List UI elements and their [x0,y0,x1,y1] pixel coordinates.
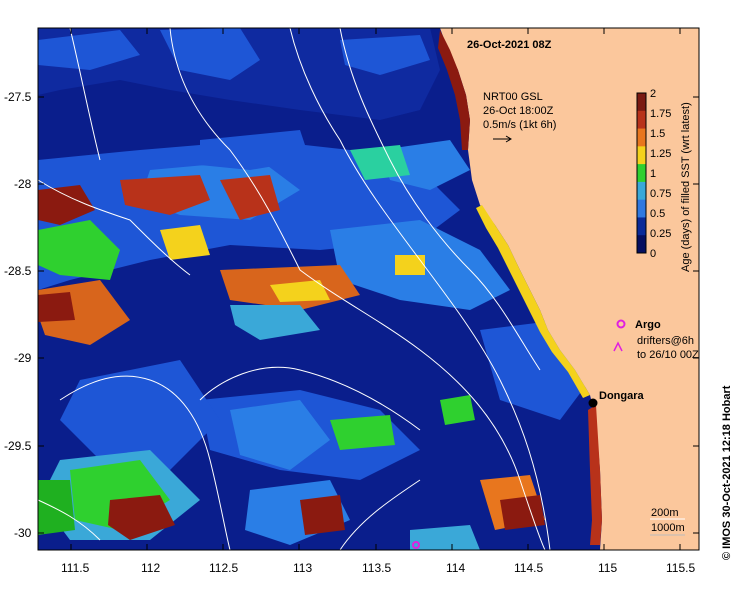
contours-legend: 200m 1000m [650,507,685,536]
colorbar-tick: 0.25 [650,228,671,240]
drifters-line2: to 26/10 00Z [637,349,699,361]
lon-tick-label: 115 [598,561,617,575]
colorbar-tick: 0 [650,248,656,260]
town-dot-icon [588,398,598,408]
town-label: Dongara [599,390,645,402]
colorbar-band [637,110,646,130]
colorbar-band [637,93,646,112]
lat-tick-label: -27.5 [4,90,32,104]
lat-tick-label: -29 [14,351,32,365]
current-legend-line1: NRT00 GSL [483,91,543,103]
colorbar-tick: 2 [650,88,656,100]
colorbar-tick: 1.25 [650,148,671,160]
bathymetry-contours [37,27,551,551]
argo-legend: Argo drifters@6h to 26/10 00Z [613,319,699,361]
contour-1000m-label: 1000m [651,522,685,534]
colorbar-frame [636,92,647,254]
land-area [440,28,699,550]
current-legend-line3: 0.5m/s (1kt 6h) [483,119,556,131]
map-frame [37,27,700,551]
lat-tick-label: -28.5 [4,264,32,278]
argo-float-icon [412,541,420,549]
colorbar-tick: 1.75 [650,108,671,120]
colorbar: 2 1.75 1.5 1.25 1 0.75 0.5 0.25 0 Age (d… [636,88,692,272]
lon-tick-label: 112 [141,561,160,575]
lon-tick-label: 111.5 [61,561,90,575]
lat-tick-label: -29.5 [4,439,32,453]
argo-float-icon [616,319,626,329]
sst-age-patches [38,28,590,550]
colorbar-band [637,217,646,236]
colorbar-band [637,235,646,254]
lon-tick-label: 114 [446,561,465,575]
credit-text: © IMOS 30-Oct-2021 12:18 Hobart [721,385,733,560]
drifters-line1: drifters@6h [637,335,694,347]
colorbar-band [637,164,646,183]
longitude-axis: 111.5 112 112.5 113 113.5 114 114.5 115 … [61,28,695,575]
lon-tick-label: 113.5 [362,561,391,575]
lat-tick-label: -28 [14,177,32,191]
colorbar-tick: 1.5 [650,128,665,140]
drifter-icon [613,341,623,352]
colorbar-band [637,146,646,165]
current-legend: NRT00 GSL 26-Oct 18:00Z 0.5m/s (1kt 6h) [483,91,556,143]
coastal-strip [438,30,602,545]
lon-tick-label: 114.5 [514,561,543,575]
colorbar-band [637,181,646,201]
lon-tick-label: 115.5 [666,561,695,575]
map-title: 26-Oct-2021 08Z [467,39,552,51]
colorbar-tick: 1 [650,168,656,180]
lon-tick-label: 112.5 [209,561,238,575]
lat-tick-label: -30 [14,526,32,540]
latitude-axis: -27.5 -28 -28.5 -29 -29.5 -30 [4,90,699,540]
lon-tick-label: 113 [293,561,312,575]
colorbar-bands [637,93,646,254]
colorbar-label: Age (days) of filled SST (wrt latest) [680,102,692,272]
argo-label: Argo [635,319,661,331]
town-marker: Dongara [588,390,645,408]
colorbar-tick: 0.75 [650,188,671,200]
colorbar-band [637,128,646,147]
colorbar-band [637,199,646,218]
current-legend-line2: 26-Oct 18:00Z [483,105,554,117]
colorbar-tick: 0.5 [650,208,665,220]
contour-200m-label: 200m [651,507,679,519]
